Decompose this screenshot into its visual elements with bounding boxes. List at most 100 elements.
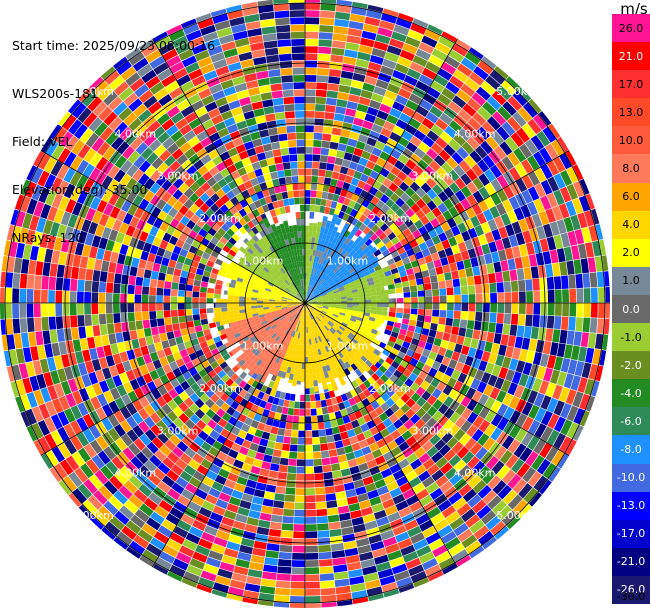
noise-gate xyxy=(110,387,121,400)
noise-gate xyxy=(299,190,305,197)
wind-gate xyxy=(319,245,324,252)
noise-gate xyxy=(542,462,557,479)
noise-gate xyxy=(410,308,418,315)
noise-gate xyxy=(268,433,277,442)
wind-gate xyxy=(257,300,264,303)
noise-gate xyxy=(582,273,591,288)
noise-gate xyxy=(448,388,459,400)
noise-gate xyxy=(201,94,215,106)
wind-gate xyxy=(340,266,347,273)
noise-gate xyxy=(536,130,551,147)
wind-gate xyxy=(216,298,222,303)
noise-gate xyxy=(472,460,486,474)
wind-gate xyxy=(266,317,273,323)
noise-gate xyxy=(142,372,153,384)
noise-gate xyxy=(413,538,429,551)
noise-gate xyxy=(573,181,585,198)
noise-gate xyxy=(178,48,194,61)
noise-gate xyxy=(382,144,394,155)
wind-gate xyxy=(306,308,310,315)
noise-gate xyxy=(454,361,465,372)
noise-gate xyxy=(200,213,210,223)
noise-gate xyxy=(437,249,447,259)
noise-gate xyxy=(6,224,15,241)
noise-gate xyxy=(395,312,403,319)
noise-gate xyxy=(422,440,434,452)
noise-gate xyxy=(406,248,415,257)
noise-gate xyxy=(198,112,211,124)
noise-gate xyxy=(604,318,610,335)
noise-gate xyxy=(466,411,479,424)
noise-gate xyxy=(139,160,151,173)
noise-gate xyxy=(327,83,340,92)
noise-gate xyxy=(247,28,262,38)
noise-gate xyxy=(351,516,364,526)
wind-gate xyxy=(315,269,320,276)
noise-gate xyxy=(456,146,469,160)
noise-gate xyxy=(305,531,318,539)
noise-gate xyxy=(562,303,570,317)
noise-gate xyxy=(120,303,127,313)
wind-gate xyxy=(262,356,270,364)
noise-gate xyxy=(477,340,486,351)
noise-gate xyxy=(258,519,271,529)
wind-gate xyxy=(364,303,371,307)
noise-gate xyxy=(253,200,262,209)
wind-gate xyxy=(310,297,316,301)
noise-gate xyxy=(71,139,85,155)
noise-gate xyxy=(319,25,334,33)
noise-gate xyxy=(121,274,129,285)
noise-gate xyxy=(15,210,26,228)
wind-gate xyxy=(322,318,329,324)
noise-gate xyxy=(336,417,345,426)
wind-gate xyxy=(369,332,377,339)
noise-gate xyxy=(33,289,41,303)
noise-gate xyxy=(405,470,418,482)
noise-gate xyxy=(575,317,583,332)
wind-gate xyxy=(347,256,354,263)
noise-gate xyxy=(243,110,255,120)
noise-gate xyxy=(488,322,496,333)
noise-gate xyxy=(327,405,335,414)
noise-gate xyxy=(163,250,173,260)
noise-gate xyxy=(368,153,379,164)
noise-gate xyxy=(145,335,154,346)
noise-gate xyxy=(18,227,29,244)
noise-gate xyxy=(185,62,200,74)
noise-gate xyxy=(156,287,164,296)
noise-gate xyxy=(419,551,435,564)
noise-gate xyxy=(466,276,475,286)
noise-gate xyxy=(268,410,276,419)
noise-gate xyxy=(362,476,374,486)
noise-gate xyxy=(399,328,407,336)
noise-gate xyxy=(466,424,478,438)
noise-gate xyxy=(394,570,410,582)
noise-gate xyxy=(229,579,246,590)
wind-gate xyxy=(353,353,361,361)
wind-gate xyxy=(336,329,343,336)
noise-gate xyxy=(350,509,363,519)
wind-gate xyxy=(271,324,277,330)
noise-gate xyxy=(350,363,358,371)
wind-gate xyxy=(239,312,247,317)
noise-gate xyxy=(116,209,127,222)
wind-gate xyxy=(293,305,300,308)
noise-gate xyxy=(490,178,503,192)
noise-gate xyxy=(222,353,231,361)
noise-gate xyxy=(431,344,440,354)
noise-gate xyxy=(369,233,378,242)
noise-gate xyxy=(496,282,504,293)
noise-gate xyxy=(573,331,582,346)
noise-gate xyxy=(119,173,132,187)
noise-gate xyxy=(388,352,397,361)
noise-gate xyxy=(267,477,278,486)
noise-gate xyxy=(89,246,98,259)
wind-gate xyxy=(212,317,217,323)
wind-gate xyxy=(325,288,332,293)
wind-gate xyxy=(350,286,358,291)
wind-gate xyxy=(230,348,237,356)
noise-gate xyxy=(113,81,129,96)
noise-gate xyxy=(215,188,226,199)
noise-gate xyxy=(382,361,391,370)
noise-gate xyxy=(318,544,332,553)
